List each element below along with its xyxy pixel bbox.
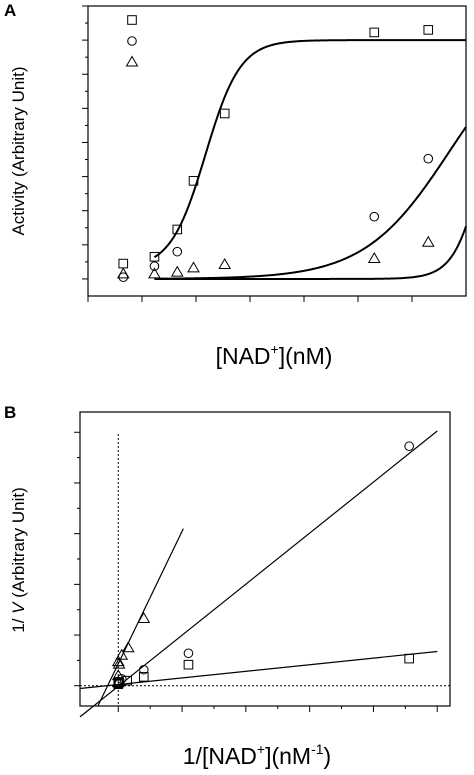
data-point-triangle <box>218 257 232 269</box>
regression-line-square <box>79 650 438 690</box>
data-point-square <box>219 108 230 119</box>
fit-curve-circle <box>154 126 467 280</box>
panel-b-plot <box>74 411 451 718</box>
panel-a-plot <box>82 5 467 302</box>
data-point-square <box>404 653 414 664</box>
data-point-triangle <box>367 251 381 263</box>
data-point-triangle <box>187 261 200 273</box>
panel-a-xlabel: [NAD+](nM) <box>216 341 333 369</box>
data-point-circle <box>118 272 129 283</box>
data-point-circle <box>138 664 149 675</box>
data-point-triangle <box>137 612 151 624</box>
data-point-triangle <box>115 648 129 660</box>
data-point-triangle <box>121 641 135 653</box>
fit-curve-triangle <box>154 225 467 280</box>
panel-a-ylabel: Activity (Arbitrary Unit) <box>9 66 28 235</box>
data-point-triangle <box>111 669 125 681</box>
data-point-square <box>423 25 434 35</box>
data-point-triangle <box>111 676 125 688</box>
panel-a-frame <box>87 5 467 297</box>
panel-b-label: B <box>4 403 16 422</box>
data-point-circle <box>404 441 414 452</box>
data-point-circle <box>369 211 380 222</box>
data-point-circle <box>172 246 183 257</box>
data-point-circle <box>423 153 434 164</box>
data-point-triangle <box>116 267 130 279</box>
data-point-square <box>188 176 199 186</box>
panel-b-ylabel: 1/ V (Arbitrary Unit) <box>9 487 28 632</box>
data-point-triangle <box>112 657 126 669</box>
panel-b-frame <box>79 411 451 707</box>
data-point-square <box>183 659 194 670</box>
regression-line-circle <box>79 430 438 718</box>
data-point-circle <box>183 648 194 659</box>
panel-b-xlabel: 1/[NAD+](nM-1) <box>183 741 331 769</box>
data-point-triangle <box>111 655 125 667</box>
regression-line-triangle <box>97 528 184 707</box>
legend-marker-circle <box>127 36 137 46</box>
data-point-circle <box>149 261 160 271</box>
data-point-square <box>118 258 129 269</box>
data-point-square <box>149 251 160 262</box>
fit-curve-square <box>153 39 466 259</box>
panel-a-label: A <box>4 1 16 20</box>
data-point-square <box>369 27 380 38</box>
data-point-square <box>138 672 149 682</box>
data-point-triangle <box>421 235 435 247</box>
data-point-square <box>172 224 183 235</box>
data-point-triangle <box>170 265 184 277</box>
legend-marker-square <box>127 15 137 25</box>
data-point-triangle <box>148 267 161 279</box>
legend-marker-triangle <box>125 55 139 67</box>
